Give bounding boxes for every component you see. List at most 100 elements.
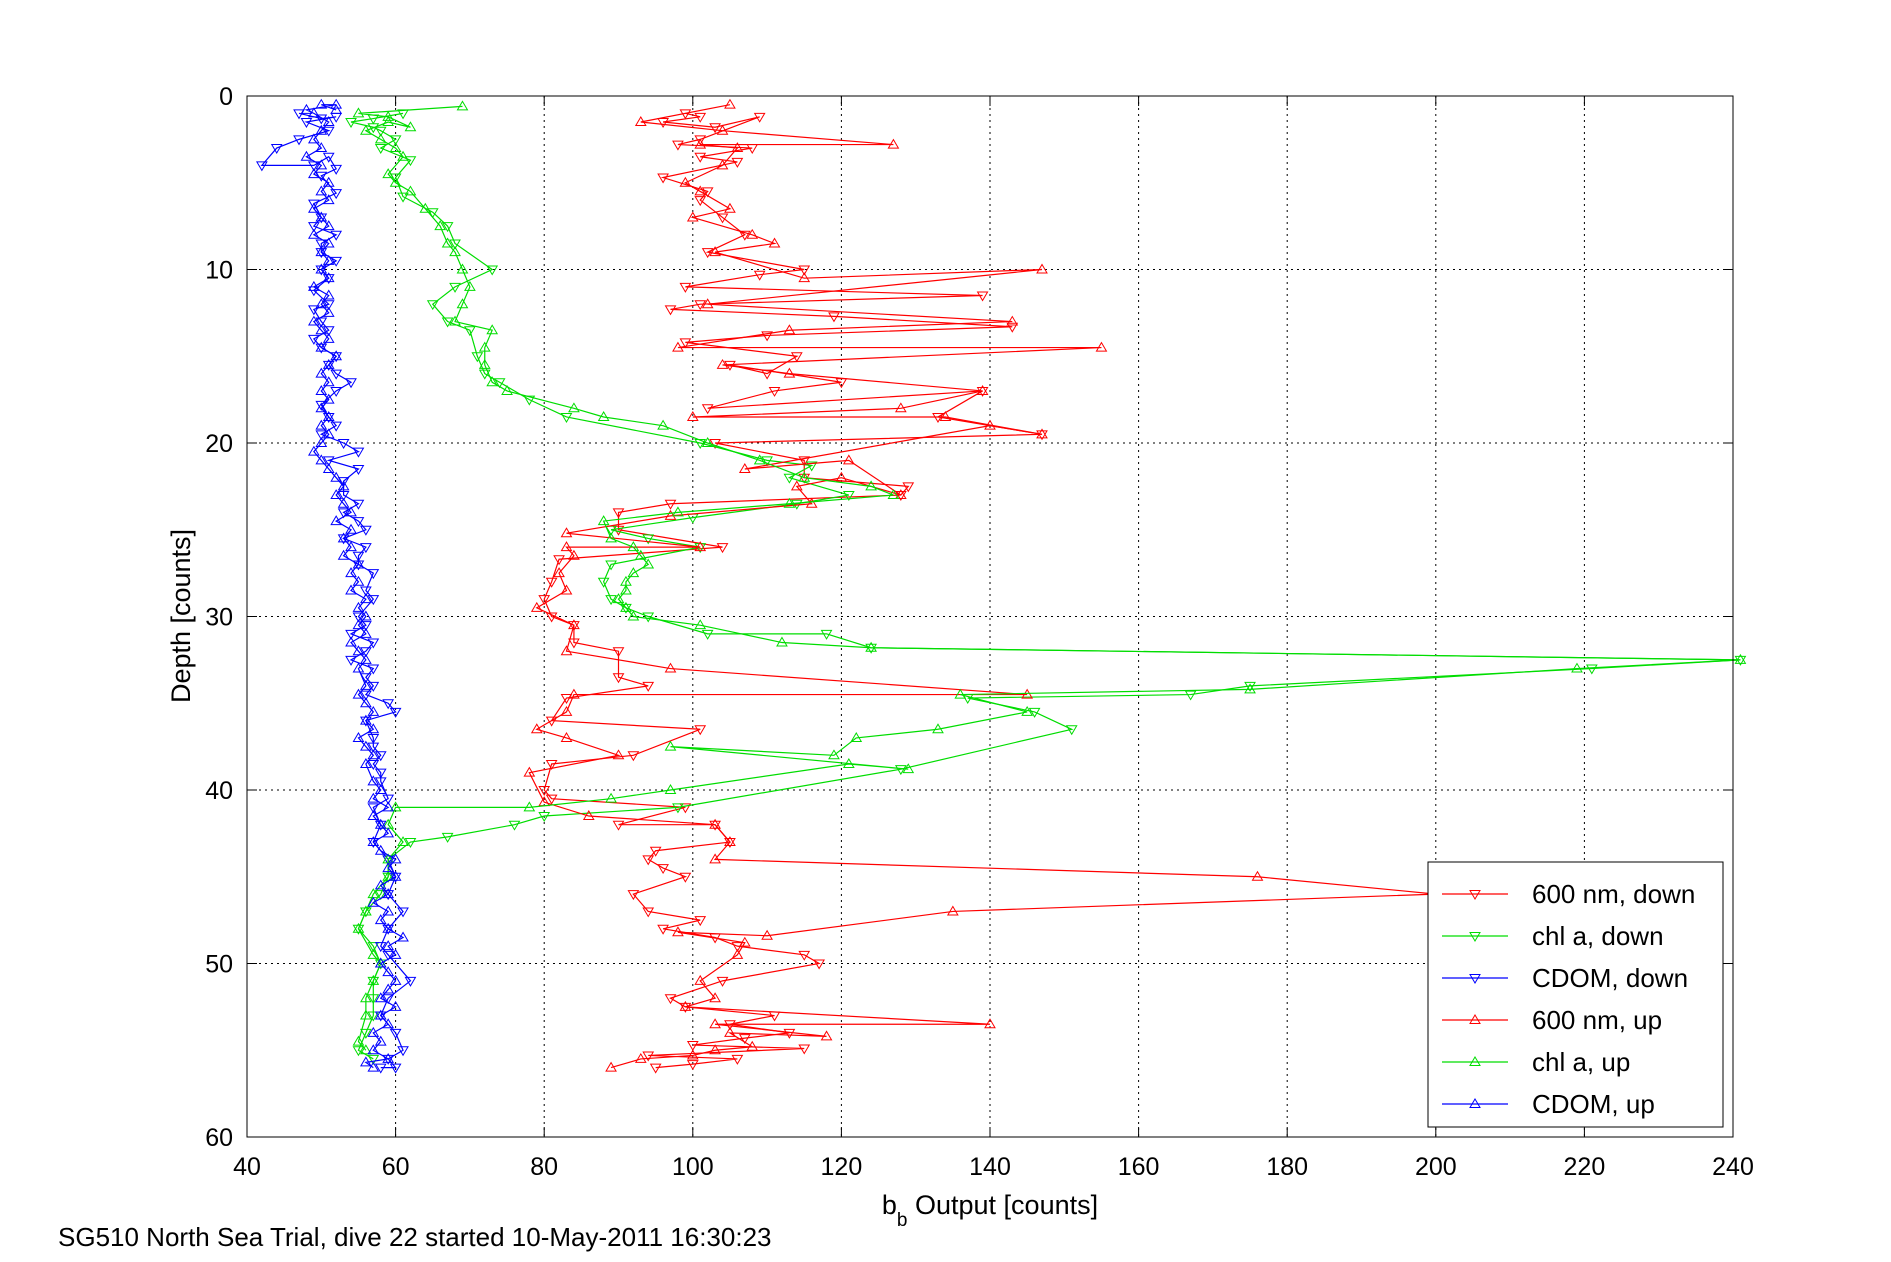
data-point <box>360 647 372 658</box>
data-point <box>360 697 372 708</box>
data-point <box>783 497 796 508</box>
data-point <box>686 211 699 222</box>
data-point <box>322 220 335 231</box>
data-point <box>842 491 855 502</box>
data-point <box>374 1063 387 1074</box>
data-point <box>441 317 454 328</box>
data-point <box>701 187 714 198</box>
data-point <box>374 133 387 144</box>
legend-box <box>1427 861 1724 1128</box>
data-point <box>716 358 729 369</box>
data-point <box>560 584 573 595</box>
data-point <box>627 610 640 621</box>
data-point <box>1006 322 1019 333</box>
data-point <box>367 681 380 692</box>
data-point <box>441 222 454 233</box>
data-point <box>345 523 357 534</box>
data-point <box>828 312 840 323</box>
data-point <box>545 716 558 727</box>
x-tick-label: 220 <box>1564 1153 1606 1181</box>
y-tick-label: 60 <box>205 1124 233 1152</box>
data-point <box>360 627 372 638</box>
data-point <box>709 439 721 449</box>
data-point <box>307 202 320 213</box>
data-point <box>360 740 372 751</box>
data-point <box>850 731 863 742</box>
y-tick-label: 50 <box>205 951 233 979</box>
data-point <box>367 1011 380 1022</box>
data-point <box>374 126 387 137</box>
data-point <box>709 1018 721 1029</box>
data-point <box>694 916 707 927</box>
data-point <box>367 836 380 847</box>
data-point <box>293 109 305 120</box>
legend-label: chl a, up <box>1532 1047 1630 1077</box>
data-point <box>894 402 907 413</box>
data-point <box>724 1026 736 1037</box>
data-point <box>642 1051 655 1062</box>
data-point <box>679 338 692 349</box>
data-point <box>352 551 365 562</box>
data-point <box>367 792 380 803</box>
data-point <box>345 629 357 640</box>
data-point <box>456 263 469 274</box>
y-axis-label: Depth [counts] <box>166 529 196 703</box>
data-point <box>360 1056 372 1067</box>
data-point <box>612 673 625 684</box>
data-point <box>352 924 365 935</box>
y-tick-label: 0 <box>219 83 233 111</box>
data-point <box>352 465 365 476</box>
data-point <box>753 454 766 465</box>
data-point <box>597 577 610 588</box>
data-point <box>672 803 684 814</box>
data-point <box>798 272 811 283</box>
data-point <box>330 352 343 363</box>
data-point <box>337 532 350 543</box>
data-point <box>634 1052 647 1063</box>
data-point <box>322 410 335 421</box>
data-point <box>345 636 357 647</box>
data-point <box>1028 707 1041 718</box>
data-point <box>894 765 907 776</box>
series-line <box>357 105 1741 1051</box>
data-point <box>322 376 335 387</box>
data-point <box>932 412 944 423</box>
data-point <box>426 208 439 219</box>
data-point <box>389 1063 402 1074</box>
data-point <box>634 549 647 560</box>
data-point <box>694 196 707 207</box>
data-point <box>783 1028 796 1039</box>
data-point <box>300 118 313 129</box>
data-point <box>315 419 328 430</box>
data-point <box>560 527 573 538</box>
data-point <box>367 664 380 675</box>
data-point <box>397 192 409 203</box>
data-point <box>627 751 640 762</box>
data-point <box>367 974 380 985</box>
data-point <box>605 532 617 543</box>
data-point <box>449 315 461 326</box>
data-point <box>374 957 387 968</box>
data-point <box>746 1040 759 1051</box>
data-point <box>352 688 365 699</box>
x-axis-label-base: b <box>882 1190 897 1220</box>
data-point <box>694 135 707 146</box>
data-point <box>360 653 372 664</box>
data-point <box>620 575 632 586</box>
data-point <box>605 560 617 571</box>
x-tick-label: 100 <box>672 1153 714 1181</box>
data-point <box>1244 683 1256 694</box>
data-point <box>902 482 915 493</box>
data-point <box>1734 653 1747 664</box>
data-point <box>686 1049 699 1060</box>
data-point <box>560 541 573 552</box>
data-point <box>315 298 328 309</box>
series-line <box>260 112 412 1069</box>
data-point <box>701 248 714 259</box>
data-point <box>307 445 320 456</box>
data-point <box>330 515 343 526</box>
data-point <box>322 274 335 285</box>
data-point <box>724 98 736 109</box>
data-point <box>397 907 409 918</box>
data-point <box>360 679 372 690</box>
